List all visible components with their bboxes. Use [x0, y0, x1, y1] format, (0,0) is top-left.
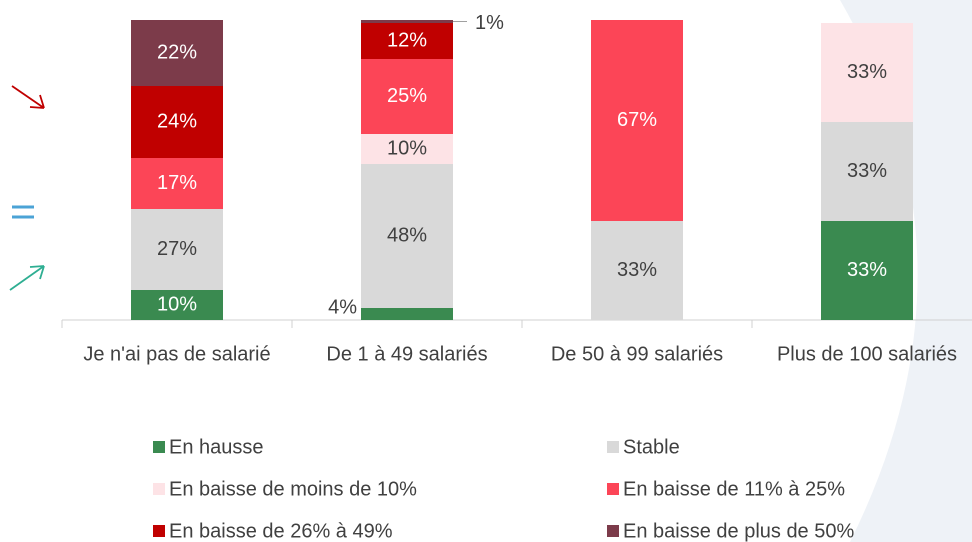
bar-segment — [131, 209, 223, 290]
bar-label: 12% — [387, 29, 427, 51]
legend-swatch — [153, 483, 165, 495]
x-tick-label: De 50 à 99 salariés — [551, 343, 723, 365]
bar-label: 33% — [847, 259, 887, 281]
bar-segment — [821, 23, 913, 122]
legend-label: En baisse de 11% à 25% — [623, 478, 845, 500]
bar-segment — [361, 20, 453, 23]
bar-segment — [131, 290, 223, 320]
bar-segment — [361, 23, 453, 59]
trend-icons — [9, 85, 45, 291]
bar-segment — [361, 59, 453, 134]
bar-label: 10% — [157, 293, 197, 315]
bar-segment — [361, 164, 453, 308]
bar-segment — [131, 158, 223, 209]
legend-swatch — [607, 525, 619, 537]
bar-segment — [821, 221, 913, 320]
bar-label: 33% — [847, 160, 887, 182]
bar-label: 33% — [847, 61, 887, 83]
x-tick-label: Plus de 100 salariés — [777, 343, 957, 365]
bar-label: 22% — [157, 41, 197, 63]
legend-label: En hausse — [169, 436, 264, 458]
down-arrow-icon — [11, 85, 45, 109]
legend-label: En baisse de moins de 10% — [169, 478, 417, 500]
bar-segment — [131, 86, 223, 158]
bar-label: 24% — [157, 110, 197, 132]
x-tick-label: Je n'ai pas de salarié — [83, 343, 270, 365]
bar-label: 4% — [328, 296, 357, 318]
bar-label: 25% — [387, 85, 427, 107]
bar-label: 17% — [157, 172, 197, 194]
bar-label: 27% — [157, 238, 197, 260]
legend-swatch — [153, 441, 165, 453]
bar-segment — [591, 20, 683, 221]
background-decoration — [840, 0, 972, 542]
bar-segment — [131, 20, 223, 86]
bar-segment — [591, 221, 683, 320]
bar-label: 67% — [617, 109, 657, 131]
up-arrow-icon — [9, 265, 45, 291]
x-tick-label: De 1 à 49 salariés — [326, 343, 487, 365]
bar-segment — [821, 122, 913, 221]
legend-label: En baisse de plus de 50% — [623, 520, 854, 542]
bar-segment — [361, 134, 453, 164]
legend-label: En baisse de 26% à 49% — [169, 520, 393, 542]
bar-label: 48% — [387, 224, 427, 246]
bar-segment — [361, 308, 453, 320]
bar-label: 10% — [387, 137, 427, 159]
bar-label: 1% — [475, 12, 504, 34]
legend-swatch — [153, 525, 165, 537]
equal-icon — [12, 205, 34, 219]
legend-swatch — [607, 483, 619, 495]
legend-swatch — [607, 441, 619, 453]
legend-label: Stable — [623, 436, 680, 458]
bar-label: 33% — [617, 259, 657, 281]
